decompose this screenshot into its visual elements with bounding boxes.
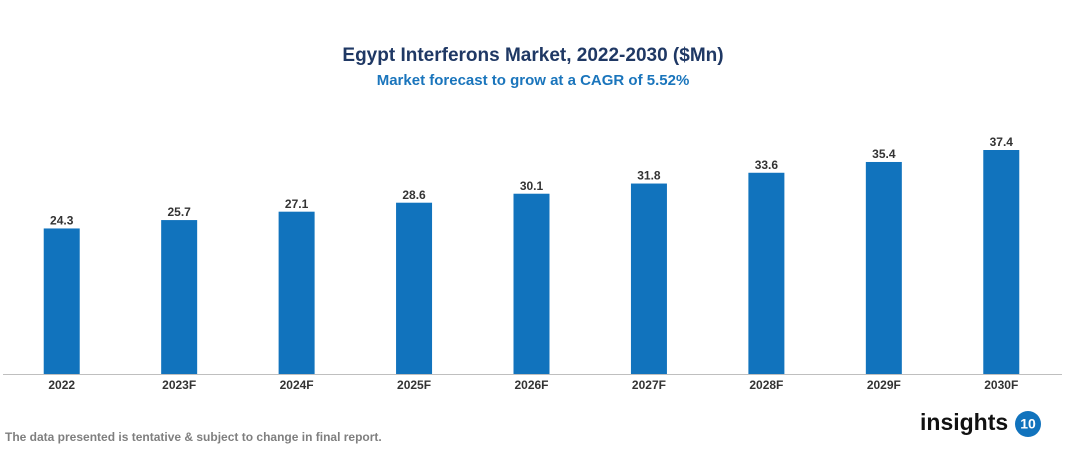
x-tick-label: 2029F [867,378,901,392]
chart-subtitle: Market forecast to grow at a CAGR of 5.5… [377,72,690,89]
x-tick-label: 2023F [162,378,196,392]
value-label: 24.3 [50,214,74,228]
x-tick-label: 2030F [984,378,1018,392]
chart-title: Egypt Interferons Market, 2022-2030 ($Mn… [342,45,723,66]
value-label: 35.4 [872,147,896,161]
bar [630,183,667,374]
value-label: 33.6 [755,158,779,172]
x-tick-label: 2027F [632,378,666,392]
logo-badge-text: 10 [1020,416,1036,432]
bar [748,172,785,374]
logo-badge [1015,411,1041,437]
bar [513,193,550,374]
bar [983,150,1020,374]
logo-text: insights [920,409,1008,435]
x-tick-label: 2025F [397,378,431,392]
x-tick-label: 2028F [749,378,783,392]
x-tick-label: 2026F [514,378,548,392]
value-label: 30.1 [520,179,544,193]
bar [161,220,198,374]
bar [43,228,80,374]
bar [278,211,315,374]
bar [396,202,433,374]
value-label: 31.8 [637,169,661,183]
value-label: 28.6 [402,188,426,202]
x-tick-label: 2024F [280,378,314,392]
bar [865,161,902,374]
value-label: 37.4 [990,135,1014,149]
x-tick-label: 2022 [48,378,75,392]
footnote: The data presented is tentative & subjec… [5,430,382,444]
value-label: 27.1 [285,197,309,211]
value-label: 25.7 [167,205,191,219]
